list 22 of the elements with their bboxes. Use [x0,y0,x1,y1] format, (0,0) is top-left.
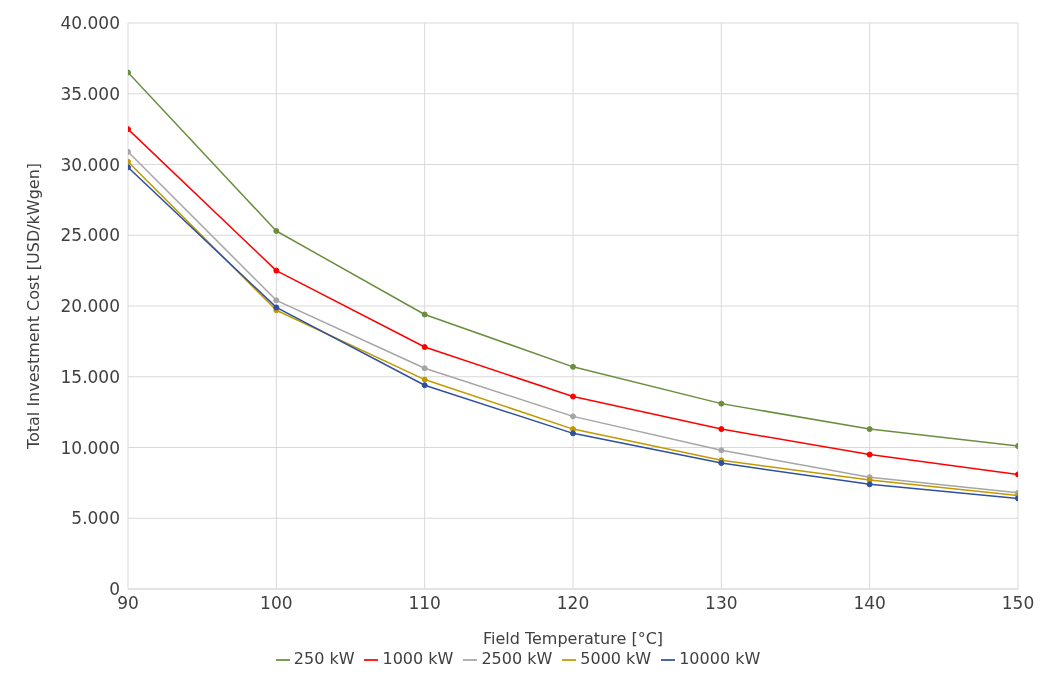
legend-label: 10000 kW [679,649,761,668]
x-tick-label: 100 [260,593,293,614]
x-tick-label: 90 [117,593,139,614]
x-tick-label: 140 [853,593,886,614]
y-tick-label: 35.000 [60,83,120,104]
y-tick-label: 30.000 [60,154,120,175]
x-tick-label: 150 [1001,593,1035,614]
legend-label: 250 kW [293,649,355,668]
y-tick-label: 10.000 [60,437,120,458]
x-tick-label: 130 [705,593,738,614]
x-tick-label: 110 [408,593,441,614]
legend-label: 5000 kW [580,649,652,668]
y-tick-label: 5.000 [71,508,120,529]
y-axis-title: Total Investment Cost [USD/kWgen] [23,162,43,451]
y-tick-label: 40.000 [60,13,120,34]
x-tick-label: 120 [556,593,590,614]
y-tick-label: 20.000 [60,296,120,317]
x-axis-title: Field Temperature [°C] [482,629,664,648]
legend-label: 1000 kW [382,649,454,668]
y-tick-label: 25.000 [60,225,120,246]
legend-label: 2500 kW [481,649,553,668]
y-tick-label: 15.000 [60,366,120,387]
